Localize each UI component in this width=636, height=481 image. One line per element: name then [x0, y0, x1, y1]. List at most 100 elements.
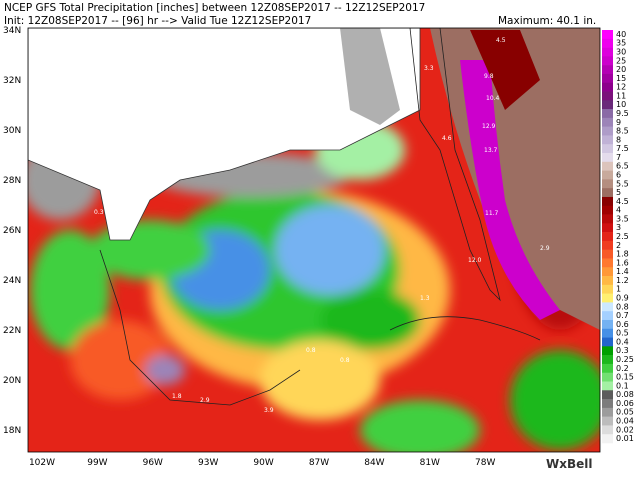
map-value-label: 13.7 [484, 147, 498, 154]
colorbar-label: 5.5 [616, 179, 629, 188]
colorbar-swatch [602, 161, 613, 171]
latitude-label: 34N [3, 26, 21, 36]
latitude-label: 26N [3, 226, 21, 236]
colorbar-label: 0.06 [616, 399, 634, 408]
colorbar-label: 6.5 [616, 162, 629, 171]
colorbar-swatch [602, 126, 613, 136]
precip-field [28, 120, 600, 452]
dark-red-area [470, 30, 540, 110]
map-value-label: 10.4 [486, 95, 500, 102]
longitude-label: 84W [364, 458, 384, 468]
colorbar-label: 7.5 [616, 144, 629, 153]
colorbar-swatch [602, 30, 613, 40]
longitude-axis: 102W 99W 96W 93W 90W 87W 84W 81W 78W [29, 458, 496, 468]
colorbar: 4035302520151211109.598.587.576.565.554.… [602, 30, 634, 444]
longitude-label: 81W [420, 458, 440, 468]
colorbar-swatch [602, 399, 613, 409]
latitude-label: 18N [3, 426, 21, 436]
colorbar-swatch [602, 179, 613, 189]
colorbar-label: 1.2 [616, 276, 629, 285]
map-value-label: 3.3 [424, 65, 434, 72]
colorbar-label: 9 [616, 118, 621, 127]
colorbar-label: 30 [616, 47, 626, 56]
colorbar-swatch [602, 223, 613, 233]
colorbar-swatch [602, 337, 613, 347]
colorbar-swatch [602, 205, 613, 215]
map-value-label: 4.6 [442, 135, 452, 142]
colorbar-swatch [602, 267, 613, 277]
colorbar-swatch [602, 390, 613, 400]
max-band [460, 60, 560, 320]
colorbar-label: 2.5 [616, 232, 629, 241]
map-value-label: 11.7 [485, 210, 499, 217]
longitude-label: 90W [253, 458, 273, 468]
latitude-label: 22N [3, 326, 21, 336]
colorbar-label: 0.01 [616, 434, 634, 443]
latitude-axis: 34N 32N 30N 28N 26N 24N 22N 20N 18N [3, 26, 21, 436]
colorbar-swatch [602, 355, 613, 365]
colorbar-swatch [602, 381, 613, 391]
colorbar-label: 15 [616, 74, 626, 83]
title-line: NCEP GFS Total Precipitation [inches] be… [4, 2, 425, 14]
colorbar-swatch [602, 249, 613, 259]
colorbar-label: 5 [616, 188, 621, 197]
map-labels: 13.7 12.9 12.0 11.7 10.4 9.8 4.5 4.6 3.3 2.9 3.9 2.… [94, 37, 550, 414]
colorbar-swatch [602, 346, 613, 356]
colorbar-swatch [602, 91, 613, 101]
cuba-coast [389, 316, 541, 341]
colorbar-label: 8.5 [616, 127, 629, 136]
colorbar-label: 4 [616, 206, 621, 215]
colorbar-label: 0.05 [616, 408, 634, 417]
colorbar-swatch [602, 56, 613, 66]
colorbar-label: 0.4 [616, 337, 629, 346]
latitude-label: 32N [3, 76, 21, 86]
colorbar-swatch [602, 328, 613, 338]
colorbar-label: 0.04 [616, 417, 634, 426]
map-value-label: 0.3 [94, 209, 104, 216]
map-value-label: 0.3 [118, 225, 128, 232]
map-value-label: 0.8 [306, 347, 316, 354]
longitude-label: 96W [143, 458, 163, 468]
colorbar-swatch [602, 293, 613, 303]
colorbar-swatch [602, 434, 613, 444]
colorbar-label: 0.02 [616, 425, 634, 434]
colorbar-label: 0.5 [616, 329, 629, 338]
colorbar-label: 3 [616, 223, 621, 232]
latitude-label: 28N [3, 176, 21, 186]
map-value-label: 2.9 [200, 397, 210, 404]
colorbar-label: 6 [616, 170, 621, 179]
colorbar-swatch [602, 144, 613, 154]
mexico-coast [99, 249, 301, 406]
colorbar-label: 4.5 [616, 197, 629, 206]
colorbar-label: 20 [616, 65, 626, 74]
colorbar-swatch [602, 372, 613, 382]
colorbar-swatch [602, 407, 613, 417]
colorbar-label: 0.6 [616, 320, 629, 329]
subtitle-line: Init: 12Z08SEP2017 -- [96] hr --> Valid … [4, 15, 311, 27]
florida-coast [409, 28, 501, 302]
colorbar-label: 0.25 [616, 355, 634, 364]
map-value-label: 1.8 [172, 393, 182, 400]
colorbar-swatch [602, 100, 613, 110]
colorbar-label: 40 [616, 30, 626, 39]
latitude-label: 30N [3, 126, 21, 136]
map-value-label: 3.9 [264, 407, 274, 414]
colorbar-swatch [602, 188, 613, 198]
colorbar-swatch [602, 170, 613, 180]
colorbar-swatch [602, 425, 613, 435]
land-us [28, 28, 421, 241]
colorbar-label: 9.5 [616, 109, 629, 118]
colorbar-swatch [602, 214, 613, 224]
colorbar-swatch [602, 319, 613, 330]
colorbar-swatch [602, 311, 613, 321]
colorbar-swatch [602, 47, 613, 57]
colorbar-swatch [602, 73, 613, 84]
colorbar-label: 0.1 [616, 381, 629, 390]
longitude-label: 93W [198, 458, 218, 468]
colorbar-label: 0.3 [616, 346, 629, 355]
map-value-label: 2.9 [540, 245, 550, 252]
colorbar-swatch [602, 82, 613, 92]
map-value-label: 12.0 [468, 257, 482, 264]
map-value-label: 4.5 [496, 37, 506, 44]
